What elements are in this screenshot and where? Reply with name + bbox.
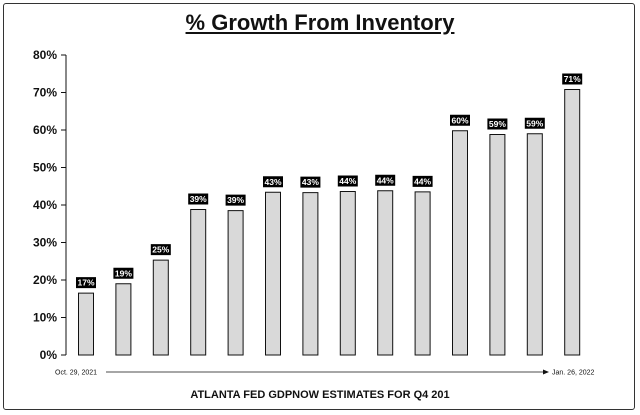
y-tick-label: 50% bbox=[33, 161, 57, 175]
bars bbox=[78, 89, 581, 356]
y-tick-label: 10% bbox=[33, 311, 57, 325]
y-tick-label: 20% bbox=[33, 273, 57, 287]
data-label-background bbox=[337, 175, 358, 187]
y-tick-label: 40% bbox=[33, 198, 57, 212]
data-label: 59% bbox=[489, 119, 506, 129]
data-labels: 17% 19% 25% 39% 39% 43% 43% 44% 44% 44% 60% 59% 59% 7… bbox=[76, 73, 583, 289]
data-label: 44% bbox=[339, 176, 356, 186]
data-label: 43% bbox=[302, 177, 319, 187]
x-end-label: Jan. 26, 2022 bbox=[552, 370, 595, 377]
x-axis-arrow: Oct. 29, 2021 Jan. 26, 2022 bbox=[55, 369, 595, 377]
data-label: 60% bbox=[451, 115, 468, 125]
y-tick-label: 60% bbox=[33, 123, 57, 137]
bar bbox=[489, 134, 506, 356]
data-label: 59% bbox=[526, 118, 543, 128]
bar bbox=[339, 191, 356, 356]
data-label-background bbox=[524, 117, 545, 129]
y-tick-label: 30% bbox=[33, 236, 57, 250]
bar bbox=[302, 192, 319, 356]
bar bbox=[452, 130, 468, 356]
x-start-label: Oct. 29, 2021 bbox=[55, 370, 97, 377]
data-label-background bbox=[562, 73, 583, 85]
data-label: 43% bbox=[264, 177, 281, 187]
x-axis-title: ATLANTA FED GDPNOW ESTIMATES FOR Q4 201 bbox=[190, 389, 450, 401]
data-label-background bbox=[150, 244, 171, 256]
data-label-background bbox=[225, 194, 246, 206]
bar bbox=[265, 191, 281, 356]
y-tick-label: 0% bbox=[40, 348, 58, 362]
arrowhead-icon bbox=[543, 369, 549, 375]
data-label-background bbox=[450, 114, 470, 126]
bar bbox=[564, 89, 581, 356]
data-label: 39% bbox=[190, 194, 207, 204]
data-label: 39% bbox=[227, 195, 244, 205]
y-tick-label: 80% bbox=[33, 48, 57, 62]
y-tick-label: 70% bbox=[33, 86, 57, 100]
data-label-background bbox=[487, 118, 508, 130]
chart-title: % Growth From Inventory bbox=[185, 10, 455, 35]
bar bbox=[377, 190, 394, 356]
data-label-background bbox=[113, 267, 134, 279]
data-label: 44% bbox=[414, 176, 431, 186]
bar bbox=[190, 209, 207, 356]
bar bbox=[152, 259, 169, 356]
bar bbox=[414, 191, 431, 356]
data-label: 44% bbox=[377, 175, 394, 185]
data-label-background bbox=[300, 176, 321, 188]
data-label: 19% bbox=[115, 268, 132, 278]
data-label-background bbox=[263, 176, 283, 188]
bar bbox=[115, 283, 132, 356]
bar bbox=[78, 292, 94, 356]
data-label: 25% bbox=[152, 245, 169, 255]
data-label-background bbox=[188, 193, 209, 205]
data-label-background bbox=[375, 174, 396, 186]
data-label-background bbox=[76, 277, 96, 289]
bar bbox=[227, 210, 244, 356]
bar bbox=[526, 133, 543, 356]
data-label-background bbox=[412, 175, 433, 187]
data-label: 17% bbox=[77, 278, 94, 288]
data-label: 71% bbox=[564, 74, 581, 84]
y-axis-ticks: 0% 10% 20% 30% 40% 50% 60% 70% 80% bbox=[33, 48, 66, 362]
